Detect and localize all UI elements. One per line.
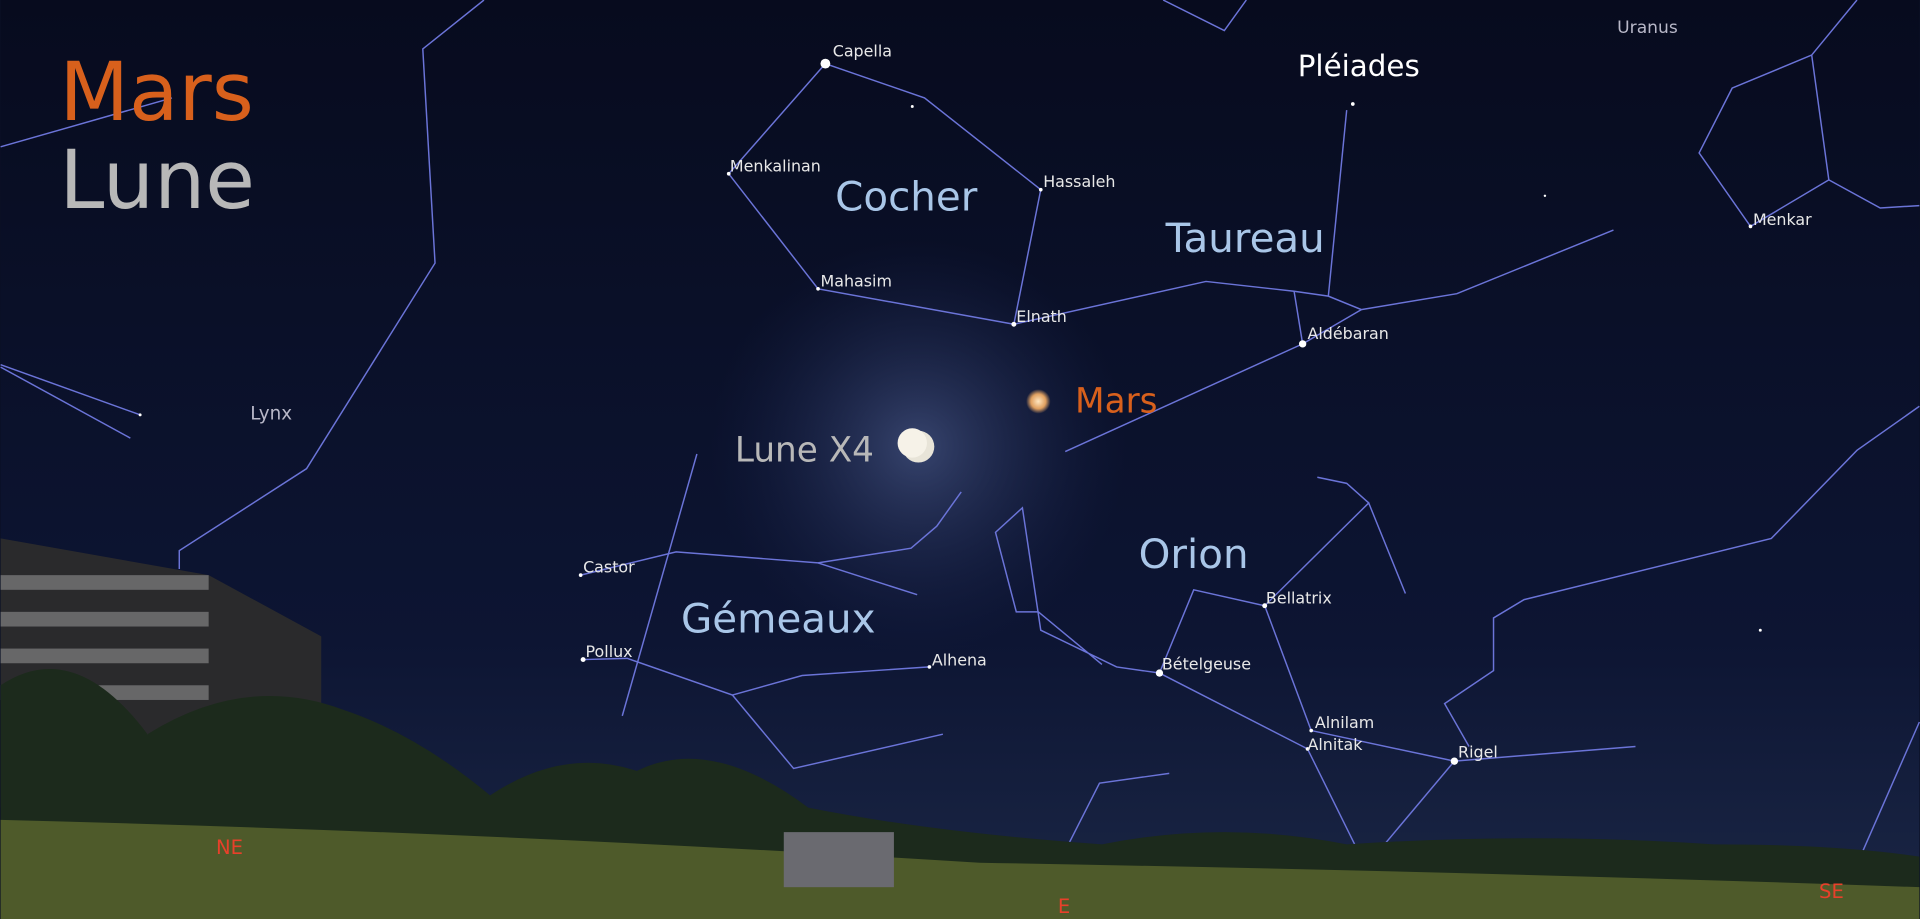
constellation-label: Taureau <box>1165 215 1325 262</box>
object-label: Pléiades <box>1298 49 1420 83</box>
constellation-label: Gémeaux <box>681 596 876 643</box>
constellation-label: Orion <box>1139 531 1249 578</box>
star-label: Hassaleh <box>1043 172 1115 191</box>
moon-lit <box>897 428 927 458</box>
direction-label: SE <box>1819 880 1844 903</box>
star-label: Bellatrix <box>1266 588 1332 607</box>
star-label: Bételgeuse <box>1162 654 1251 673</box>
star-label: Alhena <box>932 651 987 670</box>
object-label: Uranus <box>1617 18 1678 38</box>
legend-lune: Lune <box>59 134 255 228</box>
star-label: Rigel <box>1458 742 1498 761</box>
star-label: Pollux <box>586 642 633 661</box>
star-label: Menkar <box>1753 210 1812 229</box>
constellation-label: Lynx <box>250 404 292 425</box>
star-label: Alnitak <box>1308 735 1364 754</box>
stars <box>138 58 1762 765</box>
star-label: Menkalinan <box>730 156 821 175</box>
star-label: Mahasim <box>820 271 891 290</box>
star-label: Castor <box>583 558 635 577</box>
star-label: Elnath <box>1016 307 1067 326</box>
constellation-label: Cocher <box>835 173 978 220</box>
labels: Mars Lune Cocher Taureau Orion Gémeaux L… <box>59 18 1843 918</box>
legend-mars: Mars <box>59 46 253 140</box>
object-label: Lune X4 <box>735 430 874 470</box>
star-label: Aldébaran <box>1308 324 1389 343</box>
mars <box>1026 389 1051 414</box>
ground <box>0 538 1920 919</box>
star-label: Capella <box>833 41 892 60</box>
star-label: Alnilam <box>1315 713 1374 732</box>
object-label: Mars <box>1075 381 1157 421</box>
direction-label: NE <box>216 836 243 859</box>
direction-label: E <box>1058 895 1070 918</box>
